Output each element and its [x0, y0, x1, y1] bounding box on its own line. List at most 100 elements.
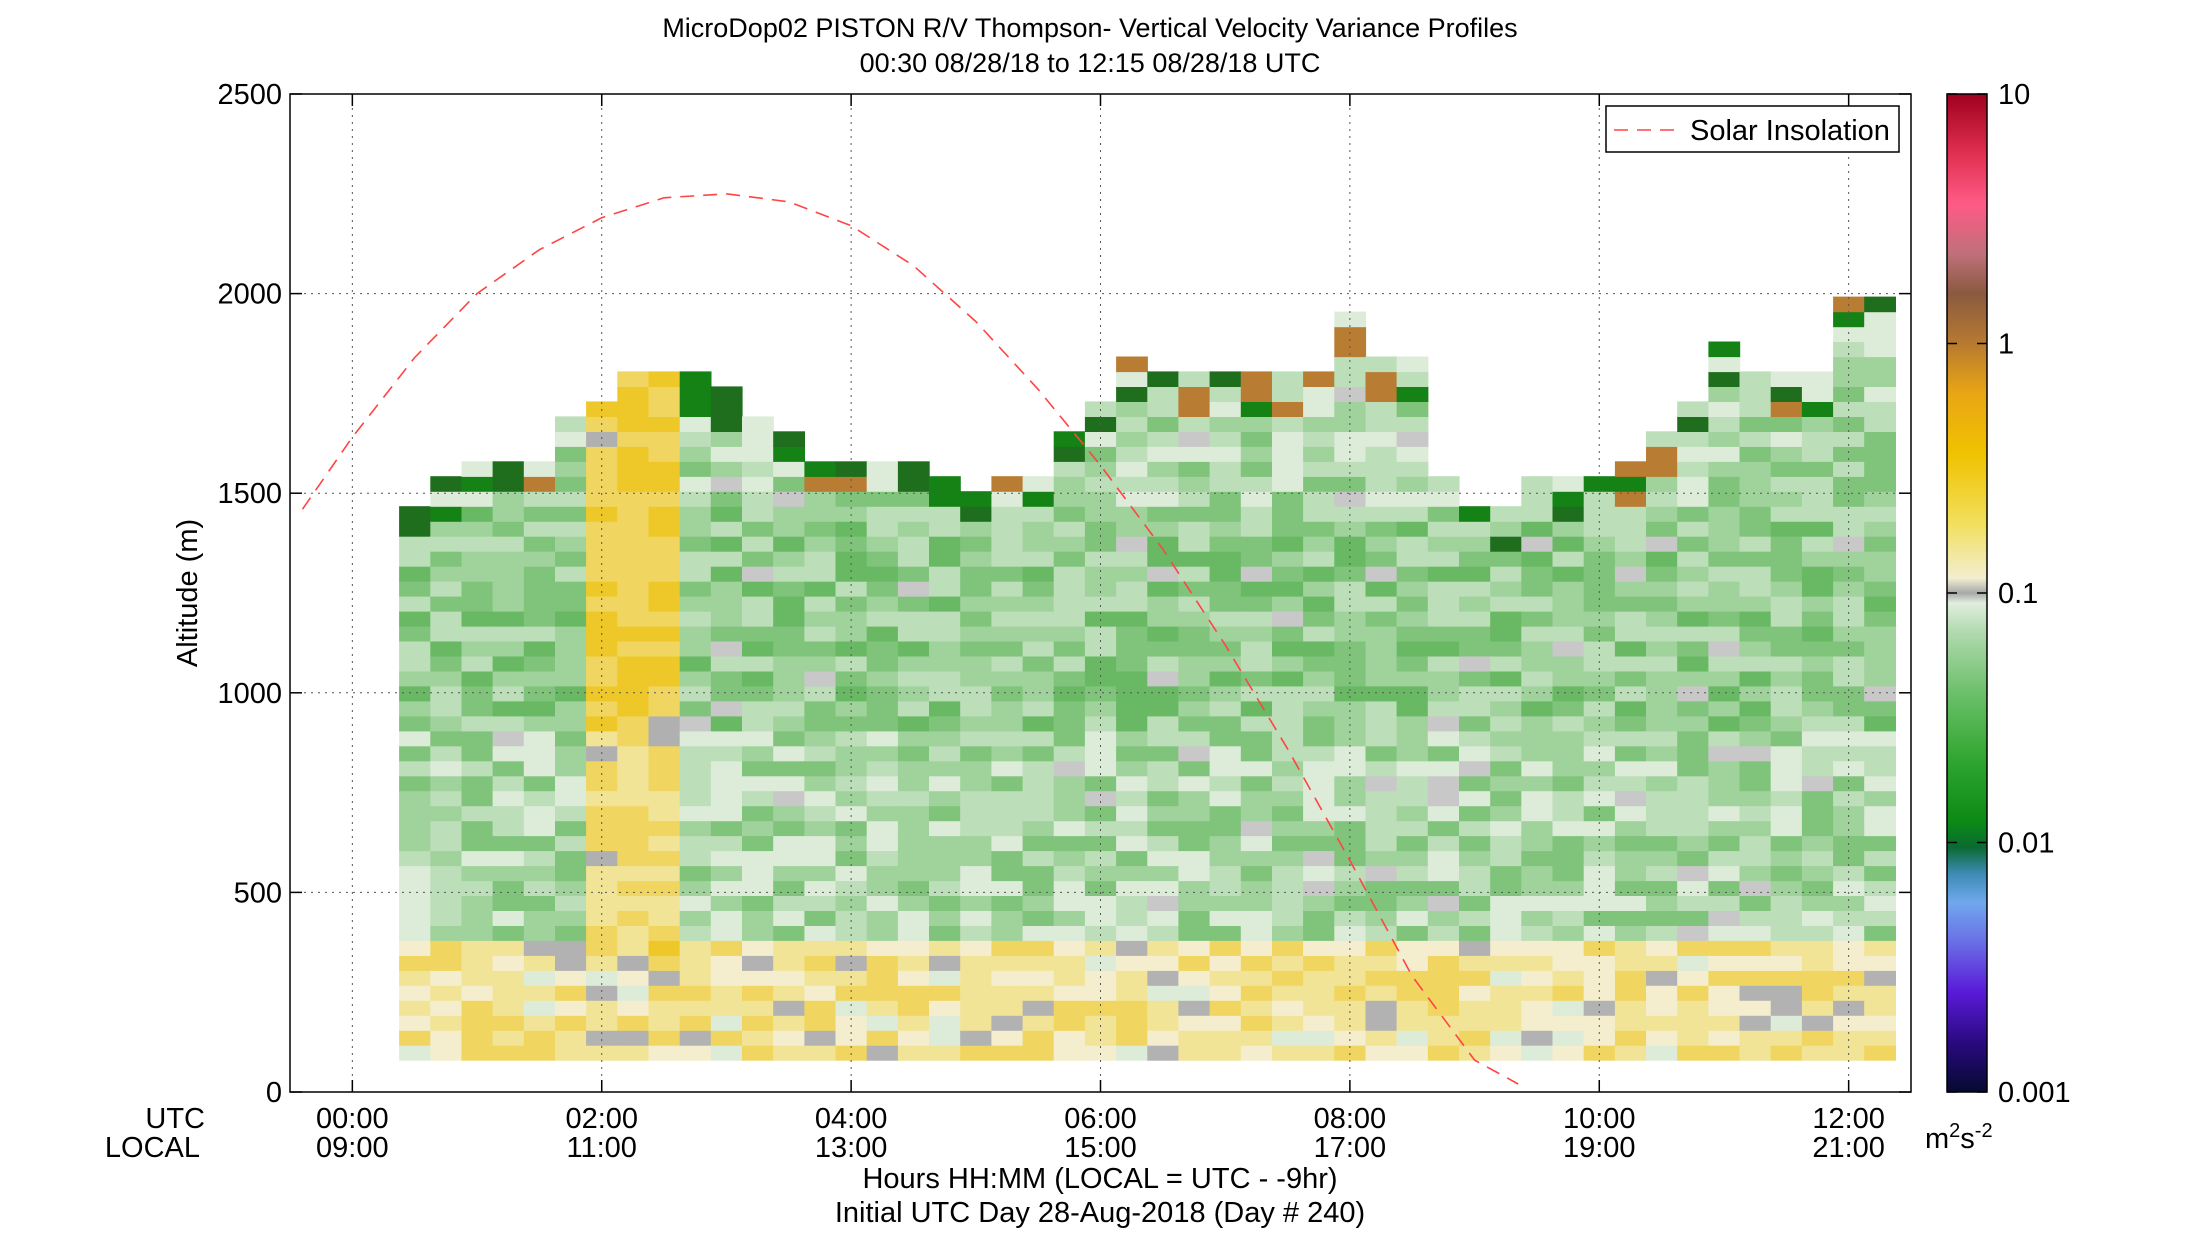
- heatmap-cell: [1178, 506, 1211, 522]
- heatmap-cell: [430, 625, 463, 642]
- heatmap-cell: [1739, 566, 1772, 582]
- heatmap-cell: [1864, 476, 1896, 492]
- heatmap-cell: [492, 476, 525, 492]
- heatmap-cell: [1801, 685, 1834, 702]
- heatmap-cell: [1084, 611, 1117, 627]
- heatmap-cell: [1303, 476, 1335, 492]
- heatmap-cell: [1552, 491, 1585, 507]
- heatmap-cell: [1677, 955, 1709, 971]
- heatmap-cell: [1864, 880, 1896, 896]
- heatmap-cell: [399, 506, 431, 522]
- heatmap-cell: [1272, 985, 1304, 1001]
- heatmap-cell: [523, 1030, 556, 1046]
- heatmap-cell: [1770, 880, 1803, 896]
- heatmap-cell: [1116, 805, 1148, 822]
- heatmap-cell: [617, 461, 650, 477]
- heatmap-cell: [461, 790, 494, 807]
- heatmap-cell: [1459, 760, 1491, 777]
- heatmap-cell: [1334, 371, 1367, 387]
- heatmap-cell: [1147, 491, 1180, 507]
- heatmap-cell: [1396, 805, 1429, 822]
- heatmap-cell: [461, 820, 494, 837]
- heatmap-cell: [1490, 865, 1522, 882]
- heatmap-cell: [1427, 925, 1460, 941]
- heatmap-cell: [1614, 880, 1647, 896]
- heatmap-cell: [1053, 506, 1086, 522]
- heatmap-cell: [679, 401, 712, 417]
- heatmap-cell: [492, 700, 525, 717]
- heatmap-cell: [742, 985, 774, 1001]
- heatmap-cell: [1022, 670, 1055, 687]
- heatmap-cell: [1396, 790, 1429, 807]
- heatmap-cell: [1521, 476, 1554, 492]
- heatmap-cell: [648, 1045, 681, 1061]
- heatmap-cell: [1552, 805, 1585, 822]
- heatmap-cell: [399, 1030, 431, 1046]
- heatmap-cell: [1116, 476, 1148, 492]
- heatmap-cell: [617, 745, 650, 762]
- heatmap-cell: [1583, 820, 1616, 837]
- heatmap-cell: [897, 730, 930, 747]
- heatmap-cell: [1178, 596, 1211, 612]
- heatmap-cell: [461, 850, 494, 867]
- heatmap-cell: [1490, 790, 1522, 807]
- heatmap-cell: [710, 506, 743, 522]
- heatmap-cell: [1833, 446, 1865, 462]
- heatmap-cell: [1147, 596, 1180, 612]
- heatmap-cell: [1240, 895, 1273, 911]
- heatmap-cell: [1053, 476, 1086, 492]
- heatmap-cell: [1365, 850, 1398, 867]
- heatmap-cell: [1833, 1000, 1865, 1016]
- heatmap-cell: [1708, 700, 1741, 717]
- heatmap-cell: [1116, 461, 1148, 477]
- heatmap-cell: [1677, 1030, 1709, 1046]
- heatmap-cell: [1552, 506, 1585, 522]
- heatmap-cell: [773, 820, 805, 837]
- heatmap-cell: [929, 1045, 961, 1061]
- heatmap-cell: [648, 625, 681, 642]
- heatmap-cell: [586, 700, 618, 717]
- heatmap-cell: [1864, 341, 1896, 358]
- heatmap-cell: [1147, 790, 1180, 807]
- heatmap-cell: [1272, 805, 1304, 822]
- heatmap-cell: [1084, 461, 1117, 477]
- heatmap-cell: [1209, 1000, 1242, 1016]
- heatmap-cell: [399, 865, 431, 882]
- heatmap-cell: [1427, 1000, 1460, 1016]
- heatmap-cell: [1116, 1030, 1148, 1046]
- heatmap-cell: [1396, 745, 1429, 762]
- heatmap-cell: [1552, 940, 1585, 956]
- heatmap-cell: [742, 611, 774, 627]
- heatmap-cell: [897, 985, 930, 1001]
- heatmap-cell: [1116, 715, 1148, 732]
- heatmap-cell: [399, 835, 431, 852]
- heatmap-cell: [1147, 745, 1180, 762]
- heatmap-cell: [1116, 760, 1148, 777]
- heatmap-cell: [866, 880, 899, 896]
- heatmap-cell: [1334, 551, 1367, 567]
- heatmap-cell: [1646, 715, 1678, 732]
- heatmap-cell: [617, 386, 650, 402]
- heatmap-cell: [1614, 850, 1647, 867]
- heatmap-cell: [1053, 865, 1086, 882]
- heatmap-cell: [1396, 551, 1429, 567]
- heatmap-cell: [960, 925, 992, 941]
- heatmap-cell: [1583, 925, 1616, 941]
- heatmap-cell: [1708, 745, 1741, 762]
- heatmap-cell: [523, 625, 556, 642]
- heatmap-cell: [1022, 880, 1055, 896]
- heatmap-cell: [991, 805, 1024, 822]
- heatmap-cell: [1396, 820, 1429, 837]
- heatmap-cell: [1272, 670, 1304, 687]
- heatmap-cell: [586, 1045, 618, 1061]
- heatmap-cell: [773, 1045, 805, 1061]
- heatmap-cell: [929, 521, 961, 537]
- heatmap-cell: [1365, 596, 1398, 612]
- heatmap-cell: [991, 1015, 1024, 1031]
- heatmap-cell: [1240, 970, 1273, 986]
- heatmap-cell: [1677, 925, 1709, 941]
- heatmap-cell: [461, 1000, 494, 1016]
- heatmap-cell: [835, 1000, 868, 1016]
- heatmap-cell: [1583, 715, 1616, 732]
